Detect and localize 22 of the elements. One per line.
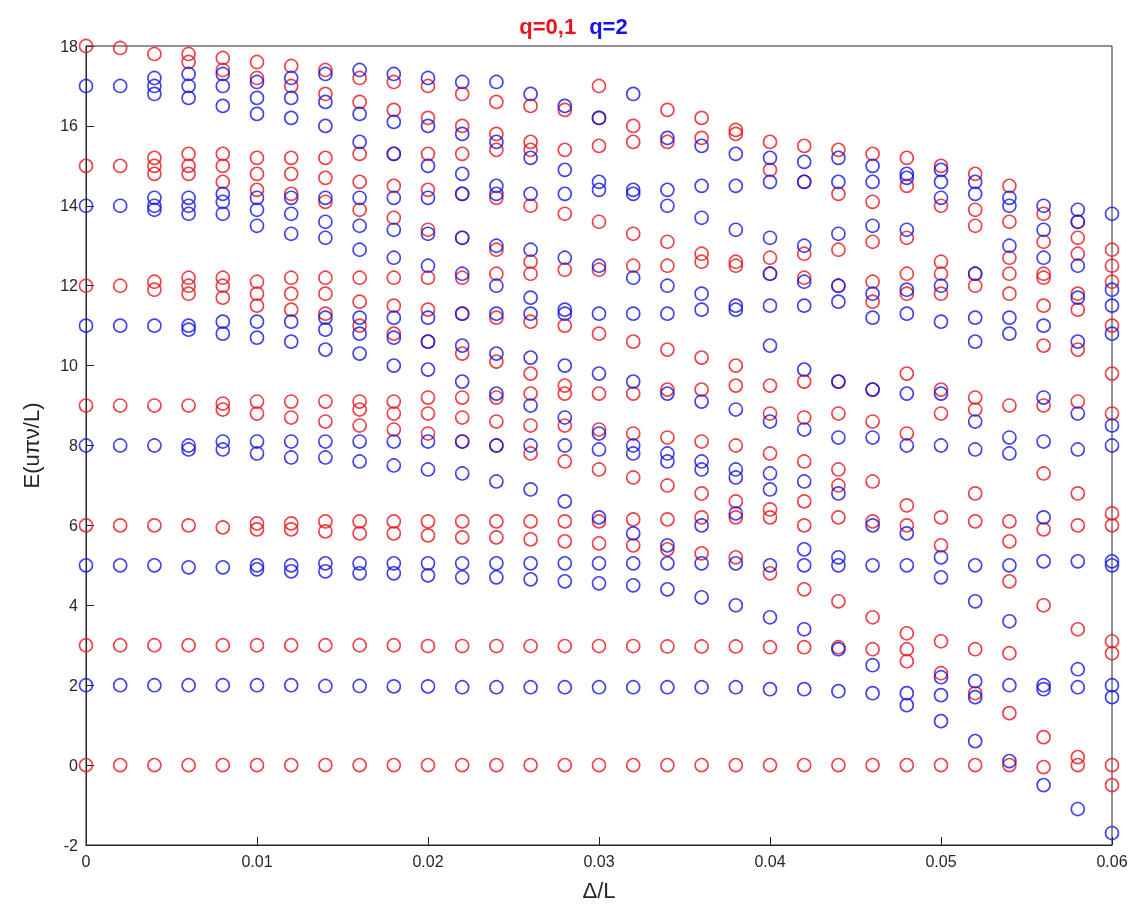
x-tick-label: 0.03 bbox=[583, 852, 615, 870]
x-tick-label: 0.05 bbox=[925, 852, 957, 870]
y-tick-label: 14 bbox=[60, 197, 79, 215]
x-tick-label: 0.04 bbox=[754, 852, 786, 870]
y-tick-label: 0 bbox=[69, 756, 79, 774]
y-tick-label: 8 bbox=[69, 437, 79, 454]
y-tick-label: 16 bbox=[60, 117, 79, 135]
y-tick-label: 2 bbox=[69, 676, 79, 694]
x-tick-label: 0.06 bbox=[1096, 852, 1128, 870]
y-axis-title: E(uπν/L) bbox=[18, 402, 44, 489]
y-tick-label: 4 bbox=[69, 596, 79, 614]
x-axis-title: Δ/L bbox=[582, 877, 616, 903]
y-tick-label: 6 bbox=[69, 516, 79, 534]
y-tick-label: 12 bbox=[60, 277, 79, 295]
x-tick-label: 0.01 bbox=[241, 852, 273, 870]
y-tick-label: 18 bbox=[60, 37, 79, 55]
text: q=2 bbox=[589, 13, 628, 39]
x-tick-label: 0 bbox=[81, 852, 91, 870]
x-tick-label: 0.02 bbox=[412, 852, 444, 870]
text: q=0,1 bbox=[519, 13, 577, 39]
y-tick-label: 10 bbox=[60, 357, 79, 375]
y-tick-label: -2 bbox=[63, 836, 79, 854]
